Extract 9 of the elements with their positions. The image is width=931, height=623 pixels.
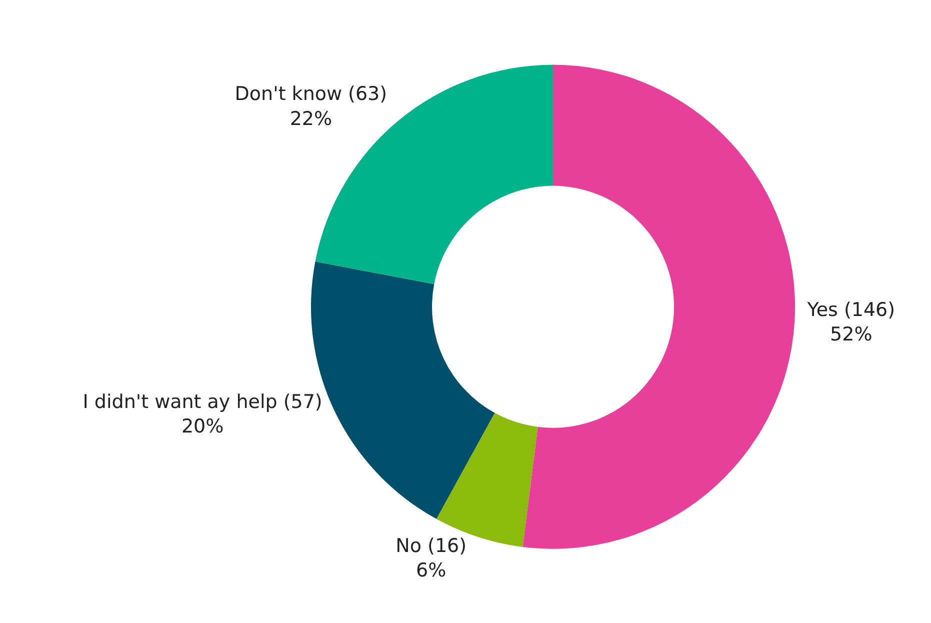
donut-slice <box>522 64 795 549</box>
slice-label: Yes (146) <box>806 298 896 321</box>
data-label: 20% <box>181 415 224 438</box>
slice-label: Don't know (63) <box>234 83 388 106</box>
data-label: 6% <box>416 559 446 582</box>
slice-label: No (16) <box>396 534 467 557</box>
data-label: 22% <box>290 108 332 130</box>
data-label: 52% <box>830 323 872 346</box>
slice-label: I didn't want ay help (57) <box>82 390 322 413</box>
